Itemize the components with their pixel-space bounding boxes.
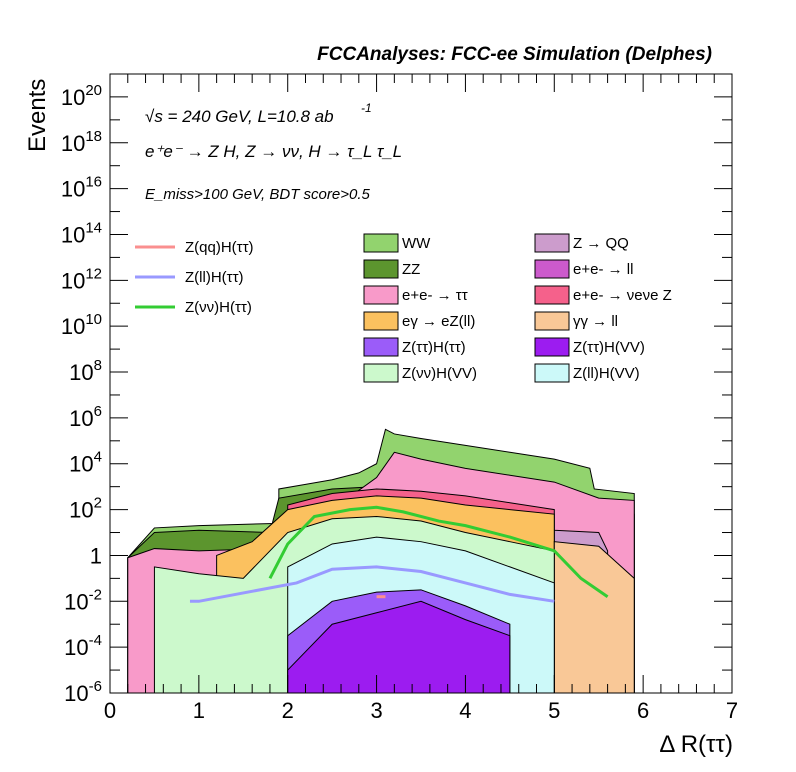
legend-fill-swatch: [534, 363, 570, 383]
legend-label: γγ → ll: [573, 313, 618, 330]
y-tick-label: 1018: [61, 128, 102, 156]
hist-z-h-vv-: [287, 600, 511, 694]
svg-text:-1: -1: [361, 101, 372, 115]
legend-fill-swatch: [534, 233, 570, 253]
y-tick-label: 1010: [61, 311, 102, 339]
legend-fill-swatch: [363, 311, 399, 331]
y-tick-label: 1014: [61, 219, 102, 247]
axis-layer: 0 1 2 3 4 5 6 7 10-6 10-4 10-2 1 102 104 106 108 1010 101…: [61, 74, 738, 723]
x-tick-label: 6: [637, 698, 649, 723]
x-axis-title: Δ R(ττ): [659, 731, 733, 758]
y-tick-label: 1012: [61, 265, 102, 293]
legend-label: eγ → eZ(ll): [402, 313, 475, 330]
legend-label: Z → QQ: [573, 235, 629, 252]
legend-label: ZZ: [402, 261, 420, 278]
legend-fill-swatch: [534, 337, 570, 357]
y-tick-label: 104: [69, 449, 102, 477]
y-axis-title: Events: [24, 79, 51, 152]
legend: Z(qq)H(ττ) Z(ll)H(ττ) Z(νν)H(ττ) WW ZZ e+e- →…: [135, 233, 672, 383]
legend-fill-swatch: [534, 259, 570, 279]
histogram-layer: [127, 428, 635, 694]
svg-text:√s = 240 GeV, L=10.8 ab: √s = 240 GeV, L=10.8 ab: [145, 107, 334, 126]
y-tick-label: 1020: [61, 82, 102, 110]
legend-label: Z(ττ)H(VV): [573, 339, 645, 356]
plot-frame: [109, 73, 733, 694]
x-tick-label: 0: [104, 698, 116, 723]
y-tick-label: 102: [69, 495, 102, 523]
y-tick-label: 10-2: [64, 586, 102, 614]
chart-banner: FCCAnalyses: FCC-ee Simulation (Delphes): [317, 44, 712, 65]
legend-fill-swatch: [363, 285, 399, 305]
legend-label: e+e- → ll: [573, 261, 633, 278]
legend-label: e+e- → ττ: [402, 287, 468, 304]
y-tick-label: 108: [69, 357, 102, 385]
annotation-selection: E_miss>100 GeV, BDT score>0.5: [145, 186, 370, 203]
legend-label: Z(ll)H(ττ): [185, 269, 244, 286]
x-tick-label: 4: [459, 698, 471, 723]
legend-fill-swatch: [534, 311, 570, 331]
legend-fill-swatch: [363, 337, 399, 357]
annotation-process: e⁺e⁻ → Z H, Z → νν, H → τ_L τ_L: [145, 142, 402, 161]
y-tick-label: 1016: [61, 174, 102, 202]
legend-label: Z(νν)H(VV): [402, 365, 477, 382]
x-tick-label: 1: [193, 698, 205, 723]
legend-label: Z(qq)H(ττ): [185, 239, 254, 256]
signal-z-h-: [268, 505, 609, 598]
legend-fill-swatch: [534, 285, 570, 305]
y-tick-label: 1: [90, 543, 102, 568]
legend-label: WW: [402, 235, 431, 252]
legend-label: Z(ττ)H(ττ): [402, 339, 466, 356]
legend-label: Z(νν)H(ττ): [185, 299, 252, 316]
legend-label: Z(ll)H(VV): [573, 365, 640, 382]
y-tick-label: 10-4: [64, 632, 102, 660]
signal-z-ll-h-: [189, 565, 555, 603]
legend-fill-swatch: [363, 233, 399, 253]
x-tick-label: 3: [370, 698, 382, 723]
legend-fill-swatch: [363, 259, 399, 279]
y-tick-label: 106: [69, 403, 102, 431]
annotation-energy: √s = 240 GeV, L=10.8 ab -1: [145, 101, 372, 126]
x-tick-label: 2: [282, 698, 294, 723]
x-tick-label: 7: [726, 698, 738, 723]
signal-layer: [189, 505, 609, 603]
legend-fill-swatch: [363, 363, 399, 383]
x-tick-label: 5: [548, 698, 560, 723]
y-tick-label: 10-6: [64, 678, 102, 706]
legend-label: e+e- → νeνe Z: [573, 287, 672, 304]
